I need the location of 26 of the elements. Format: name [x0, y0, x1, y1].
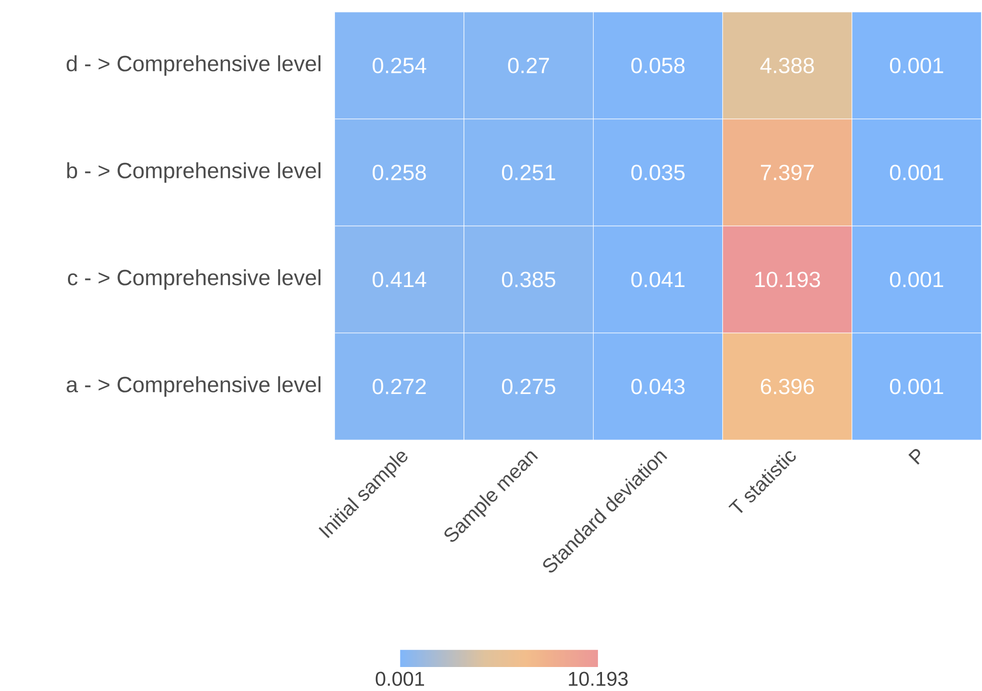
data-label: 0.035 [631, 164, 685, 180]
data-label: 4.388 [760, 58, 814, 74]
data-label: 0.251 [502, 164, 556, 180]
y-tick-label: b - > Comprehensive level [67, 162, 320, 183]
x-tick-label: P [908, 449, 920, 465]
data-label: 7.397 [760, 164, 814, 180]
data-label: 0.385 [502, 272, 556, 288]
color-bar-label: 0.001 [376, 672, 424, 686]
y-tick-label: a - > Comprehensive level [66, 376, 320, 397]
data-label: 0.041 [631, 272, 684, 288]
data-label: 10.193 [755, 272, 820, 288]
data-label: 0.001 [890, 58, 944, 74]
data-label: 0.001 [890, 272, 944, 288]
data-label: 0.254 [372, 58, 426, 74]
data-label: 0.275 [502, 378, 556, 394]
data-label: 0.27 [508, 58, 549, 74]
data-label: 0.001 [890, 164, 944, 180]
y-tick-label: c - > Comprehensive level [68, 269, 320, 290]
data-label: 0.001 [890, 378, 944, 394]
y-tick-label: d - > Comprehensive level [66, 55, 320, 76]
data-label: 0.258 [372, 164, 426, 180]
data-label: 0.058 [631, 58, 685, 74]
color-bar-label: 10.193 [568, 672, 628, 686]
data-label: 0.414 [372, 272, 426, 288]
data-label: 0.272 [372, 378, 426, 394]
data-label: 6.396 [760, 378, 814, 394]
